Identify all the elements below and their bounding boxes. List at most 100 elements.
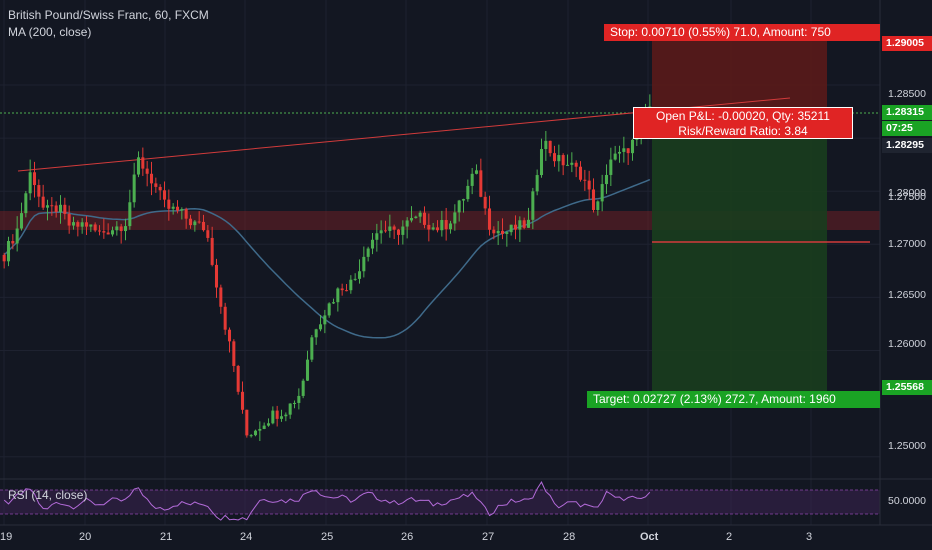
- candle-body: [84, 222, 89, 227]
- candle-body: [431, 227, 435, 230]
- candle-body: [279, 416, 284, 419]
- candle-body: [574, 162, 578, 167]
- candle-body: [340, 288, 344, 291]
- target-zone: [652, 118, 827, 400]
- pnl-banner[interactable]: Open P&L: -0.00020, Qty: 35211 Risk/Rewa…: [633, 107, 853, 139]
- candle-body: [318, 324, 323, 330]
- candle-body: [405, 220, 409, 227]
- candle-body: [609, 159, 613, 175]
- candle-body: [223, 306, 227, 330]
- stop-banner[interactable]: Stop: 0.00710 (0.55%) 71.0, Amount: 750: [604, 24, 880, 41]
- candle-body: [262, 425, 266, 429]
- candle-body: [587, 180, 591, 190]
- candle-body: [453, 212, 457, 224]
- ma-200-line: [3, 178, 651, 339]
- candle-body: [539, 149, 544, 176]
- candle-body: [232, 341, 236, 366]
- candle-body: [219, 287, 223, 307]
- candle-body: [375, 233, 379, 240]
- candle-body: [188, 218, 193, 226]
- candle-body: [383, 230, 388, 232]
- candle-body: [496, 230, 500, 234]
- candle-body: [288, 403, 292, 415]
- candle-body: [245, 409, 249, 436]
- x-tick: 25: [321, 531, 334, 543]
- candle-body: [171, 206, 175, 209]
- candle-body: [41, 196, 45, 208]
- candle-body: [513, 224, 518, 230]
- candle-body: [54, 205, 58, 212]
- candle-body: [301, 380, 305, 396]
- x-tick: 19: [0, 531, 13, 543]
- candle-body: [591, 189, 596, 210]
- candle-body: [58, 204, 63, 212]
- candle-body: [197, 221, 201, 223]
- candle-body: [76, 222, 80, 227]
- x-tick: 20: [79, 531, 92, 543]
- candle-body: [6, 241, 11, 262]
- candle-body: [479, 170, 483, 197]
- candle-body: [414, 216, 418, 218]
- candle-body: [206, 230, 210, 238]
- candle-body: [492, 229, 496, 234]
- y-tick: 1.26000: [888, 338, 926, 350]
- candle-body: [210, 237, 214, 265]
- candle-body: [509, 224, 513, 233]
- candle-body: [71, 222, 76, 226]
- rsi-band: [0, 490, 880, 514]
- ma-indicator-label[interactable]: MA (200, close): [8, 25, 92, 39]
- x-tick: 21: [160, 531, 173, 543]
- candle-body: [617, 151, 622, 154]
- candle-body: [15, 228, 19, 244]
- candle-body: [461, 199, 466, 201]
- stop-price-tag: 1.29005: [882, 36, 932, 51]
- y-tick: 1.25000: [888, 440, 926, 452]
- candle-body: [604, 174, 609, 185]
- candle-body: [366, 248, 370, 257]
- candle-body: [470, 173, 474, 186]
- candle-body: [119, 226, 123, 232]
- candle-body: [128, 202, 132, 227]
- candle-body: [167, 199, 171, 209]
- y-tick: 1.28500: [888, 88, 926, 100]
- rsi-indicator-label[interactable]: RSI (14, close): [8, 488, 88, 502]
- candle-body: [180, 209, 184, 211]
- candle-body: [132, 174, 136, 203]
- bar-countdown: 07:25: [882, 121, 932, 136]
- candle-body: [596, 201, 600, 210]
- x-tick: 2: [726, 531, 733, 543]
- candle-body: [236, 365, 240, 392]
- candle-body: [50, 205, 54, 207]
- candle-body: [427, 224, 431, 230]
- stop-zone: [652, 40, 827, 118]
- candle-body: [457, 200, 461, 213]
- y-tick: 1.27000: [888, 238, 926, 250]
- candle-body: [565, 164, 570, 166]
- candle-body: [448, 223, 453, 230]
- candle-body: [362, 256, 366, 272]
- candle-body: [32, 172, 37, 186]
- candle-body: [136, 157, 141, 175]
- candle-body: [110, 230, 115, 235]
- candle-body: [102, 231, 106, 233]
- candle-body: [440, 220, 444, 231]
- symbol-title[interactable]: British Pound/Swiss Franc, 60, FXCM: [8, 8, 209, 22]
- target-banner[interactable]: Target: 0.02727 (2.13%) 272.7, Amount: 1…: [587, 391, 880, 408]
- candle-body: [561, 155, 565, 166]
- open-pnl-label: Open P&L: -0.00020, Qty: 35211: [656, 109, 830, 123]
- rsi-level-label: 50.0000: [888, 495, 926, 507]
- candle-body: [370, 239, 375, 249]
- candle-body: [552, 153, 557, 162]
- candle-body: [89, 224, 93, 227]
- candle-body: [570, 162, 574, 165]
- candle-body: [557, 155, 561, 162]
- candle-body: [145, 168, 149, 174]
- candle-body: [622, 148, 626, 152]
- candle-body: [401, 226, 405, 235]
- candle-body: [249, 435, 253, 437]
- candle-body: [297, 395, 301, 403]
- x-tick: 28: [563, 531, 576, 543]
- candle-body: [19, 213, 24, 229]
- x-tick: Oct: [640, 531, 659, 543]
